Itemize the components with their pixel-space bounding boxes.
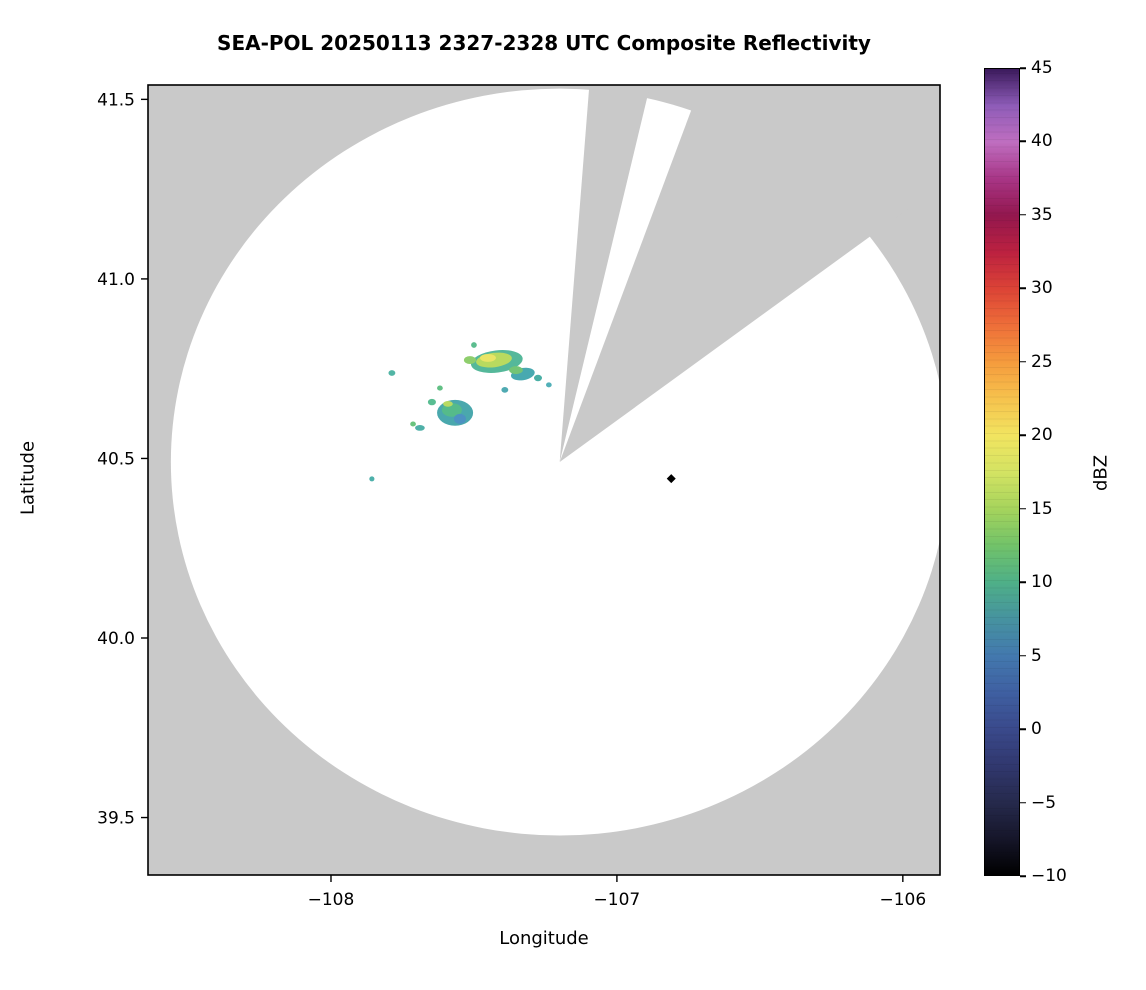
echo-blob — [410, 421, 416, 427]
echo-blob — [443, 401, 453, 407]
colorbar-tick-mark — [1020, 67, 1026, 69]
colorbar-tick-label: 5 — [1031, 645, 1042, 666]
echo-blob — [509, 366, 523, 375]
colorbar-tick-label: 10 — [1031, 572, 1053, 593]
plot-border — [147, 84, 941, 876]
colorbar-tick-label: 0 — [1031, 719, 1042, 740]
colorbar-tick-mark — [1020, 801, 1026, 804]
echo-blob — [546, 382, 552, 388]
x-tick-label: −108 — [308, 890, 355, 910]
colorbar-tick-mark — [1020, 287, 1026, 290]
x-tick-label: −106 — [879, 890, 926, 910]
colorbar-tick-mark — [1020, 434, 1026, 436]
y-tick-label: 41.0 — [97, 270, 135, 290]
colorbar-banding — [985, 69, 1019, 875]
colorbar: −10 −5 0 5 10 15 20 25 30 35 40 45 — [984, 58, 1067, 886]
colorbar-gradient — [984, 68, 1020, 876]
echo-blob — [471, 342, 477, 348]
echo-blob — [427, 398, 436, 406]
colorbar-tick-label: 20 — [1031, 425, 1053, 446]
echo-blob — [479, 353, 496, 362]
colorbar-tick-label: 30 — [1031, 278, 1053, 299]
plot-area — [148, 85, 940, 875]
echo-blob — [501, 386, 509, 393]
echo-blob — [415, 425, 425, 431]
echo-blob — [369, 476, 375, 482]
y-tick-label: 40.5 — [97, 449, 135, 469]
site-marker-diamond-icon — [666, 474, 676, 484]
blocked-sector — [559, 85, 651, 462]
colorbar-tick-mark — [1020, 140, 1026, 143]
y-tick-label: 41.5 — [97, 90, 135, 110]
blocked-sector — [559, 85, 940, 462]
chart-title: SEA-POL 20250113 2327-2328 UTC Composite… — [217, 31, 871, 55]
echo-blob — [533, 374, 542, 382]
colorbar-tick-mark — [1020, 728, 1026, 730]
colorbar-tick-label: −5 — [1031, 792, 1057, 813]
echo-blob — [388, 370, 396, 376]
y-tick-label: 39.5 — [97, 809, 135, 829]
colorbar-tick-label: 45 — [1031, 58, 1053, 78]
echo-blob — [463, 356, 476, 365]
echo-blob — [453, 413, 466, 424]
colorbar-tick-mark — [1020, 581, 1026, 583]
y-tick-label: 40.0 — [97, 629, 135, 649]
colorbar-tick-mark — [1020, 875, 1026, 877]
colorbar-tick-label: 35 — [1031, 204, 1053, 225]
x-tick-label: −107 — [594, 890, 641, 910]
colorbar-tick-mark — [1020, 654, 1026, 657]
colorbar-tick-label: −10 — [1031, 866, 1067, 886]
colorbar-tick-mark — [1020, 361, 1026, 363]
y-axis-label: Latitude — [17, 440, 39, 516]
echo-blob — [437, 385, 443, 391]
colorbar-tick-label: 25 — [1031, 351, 1053, 372]
colorbar-tick-label: 40 — [1031, 131, 1053, 152]
colorbar-label: dBZ — [1090, 454, 1112, 492]
colorbar-tick-label: 15 — [1031, 498, 1053, 519]
colorbar-tick-mark — [1020, 508, 1026, 510]
colorbar-tick-mark — [1020, 214, 1026, 216]
x-axis-label: Longitude — [499, 928, 589, 949]
